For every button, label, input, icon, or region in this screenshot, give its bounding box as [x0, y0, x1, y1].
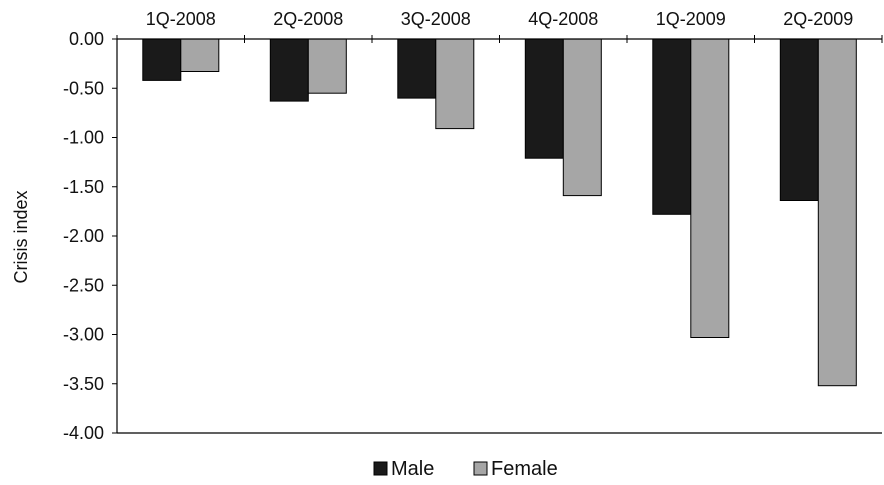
- category-label: 2Q-2009: [783, 9, 853, 29]
- bar-female-3q-2008: [435, 38, 475, 130]
- y-tick-label: -1.50: [63, 177, 104, 197]
- y-tick-label: -3.50: [63, 374, 104, 394]
- bars-layer: [142, 38, 857, 387]
- y-tick-label: -2.00: [63, 226, 104, 246]
- y-tick-label: -4.00: [63, 423, 104, 443]
- legend-label-male: Male: [391, 458, 434, 480]
- category-label: 3Q-2008: [401, 9, 471, 29]
- bar-male-1q-2008: [142, 38, 182, 81]
- bar-male-3q-2008: [397, 38, 437, 99]
- axes-layer: [116, 35, 883, 434]
- bar-female-4q-2008: [562, 38, 602, 197]
- y-tick-label: -0.50: [63, 78, 104, 98]
- bar-female-2q-2008: [307, 38, 347, 94]
- bar-male-1q-2009: [652, 38, 692, 215]
- bar-female-2q-2009: [817, 38, 857, 387]
- legend: Male Female: [373, 458, 558, 480]
- category-label: 1Q-2009: [656, 9, 726, 29]
- y-tick-label: -3.00: [63, 325, 104, 345]
- bar-male-2q-2009: [779, 38, 819, 201]
- category-label: 1Q-2008: [146, 9, 216, 29]
- bar-male-2q-2008: [269, 38, 309, 102]
- y-tick-label: -2.50: [63, 275, 104, 295]
- legend-label-female: Female: [491, 458, 558, 480]
- y-tick-label: 0.00: [69, 29, 104, 49]
- bar-male-4q-2008: [524, 38, 564, 159]
- category-label: 2Q-2008: [273, 9, 343, 29]
- bar-female-1q-2009: [690, 38, 730, 338]
- y-tick-label: -1.00: [63, 128, 104, 148]
- legend-swatch-female: [473, 461, 488, 476]
- category-labels: 1Q-2008 2Q-2008 3Q-2008 4Q-2008 1Q-2009 2Q-20…: [146, 9, 854, 29]
- y-axis-ticks: 0.00 -0.50 -1.00 -1.50 -2.00 -2.50 -3.00 -3.50 -…: [63, 29, 117, 443]
- category-label: 4Q-2008: [528, 9, 598, 29]
- y-axis-title: Crisis index: [11, 190, 31, 283]
- bar-female-1q-2008: [180, 38, 220, 72]
- legend-swatch-male: [373, 461, 388, 476]
